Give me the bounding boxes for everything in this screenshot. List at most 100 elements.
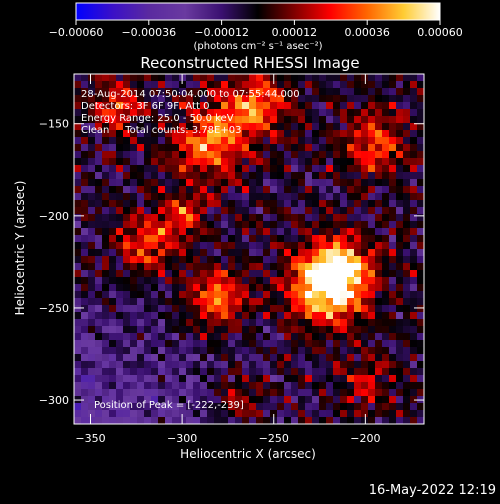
heatmap-cell [179,389,187,397]
heatmap-cell [389,354,397,362]
heatmap-cell [389,375,397,383]
heatmap-cell [235,284,243,292]
heatmap-cell [340,263,348,271]
heatmap-cell [158,81,166,89]
heatmap-cell [305,396,313,404]
heatmap-cell [88,207,96,215]
heatmap-cell [137,354,145,362]
heatmap-cell [354,410,362,418]
heatmap-cell [263,74,271,82]
heatmap-cell [158,284,166,292]
heatmap-cell [172,137,180,145]
heatmap-cell [74,109,82,117]
heatmap-cell [214,389,222,397]
heatmap-cell [193,340,201,348]
heatmap-cell [277,200,285,208]
heatmap-cell [249,102,257,110]
heatmap-cell [242,200,250,208]
heatmap-cell [109,277,117,285]
heatmap-cell [340,193,348,201]
heatmap-cell [228,396,236,404]
heatmap-cell [186,326,194,334]
heatmap-cell [368,291,376,299]
heatmap-cell [368,179,376,187]
heatmap-cell [88,130,96,138]
heatmap-cell [102,291,110,299]
heatmap-cell [298,305,306,313]
heatmap-cell [214,298,222,306]
heatmap-cell [417,270,424,278]
heatmap-cell [74,284,82,292]
heatmap-cell [375,179,383,187]
heatmap-cell [375,137,383,145]
heatmap-cell [186,186,194,194]
heatmap-cell [221,81,229,89]
heatmap-cell [417,354,424,362]
heatmap-cell [179,305,187,313]
heatmap-cell [235,130,243,138]
heatmap-cell [109,123,117,131]
heatmap-cell [207,319,215,327]
heatmap-cell [165,403,173,411]
heatmap-cell [263,361,271,369]
heatmap-cell [263,88,271,96]
heatmap-cell [333,361,341,369]
heatmap-cell [242,193,250,201]
heatmap-cell [417,193,424,201]
heatmap-cell [165,193,173,201]
heatmap-cell [95,123,103,131]
heatmap-cell [340,298,348,306]
heatmap-cell [382,389,390,397]
heatmap-cell [396,74,404,82]
heatmap-cell [396,361,404,369]
heatmap-cell [172,165,180,173]
heatmap-cell [249,235,257,243]
heatmap-cell [291,186,299,194]
heatmap-cell [186,158,194,166]
heatmap-cell [200,172,208,180]
heatmap-cell [74,347,82,355]
heatmap-cell [277,221,285,229]
heatmap-cell [193,88,201,96]
heatmap-cell [361,109,369,117]
heatmap-cell [144,130,152,138]
colorbar-tick-label: 0.00060 [417,26,463,39]
heatmap-cell [403,228,411,236]
heatmap-cell [305,228,313,236]
heatmap-cell [186,284,194,292]
heatmap-cell [151,389,159,397]
heatmap-cell [116,228,124,236]
heatmap-cell [389,193,397,201]
heatmap-cell [123,361,131,369]
heatmap-cell [354,375,362,383]
heatmap-cell [354,165,362,173]
heatmap-cell [200,249,208,257]
heatmap-cell [319,312,327,320]
heatmap-cell [375,382,383,390]
heatmap-cell [81,249,89,257]
heatmap-cell [277,95,285,103]
heatmap-cell [179,242,187,250]
heatmap-cell [263,193,271,201]
heatmap-cell [235,298,243,306]
heatmap-cell [158,102,166,110]
heatmap-cell [263,403,271,411]
heatmap-cell [130,291,138,299]
heatmap-cell [123,389,131,397]
heatmap-cell [186,81,194,89]
heatmap-cell [326,137,334,145]
heatmap-cell [207,270,215,278]
heatmap-cell [193,207,201,215]
heatmap-cell [403,193,411,201]
heatmap-cell [347,256,355,264]
heatmap-cell [298,263,306,271]
heatmap-cell [88,340,96,348]
heatmap-cell [298,158,306,166]
heatmap-cell [95,158,103,166]
heatmap-cell [249,312,257,320]
heatmap-cell [417,340,424,348]
heatmap-cell [116,116,124,124]
heatmap-cell [347,102,355,110]
heatmap-cell [389,312,397,320]
heatmap-cell [242,130,250,138]
